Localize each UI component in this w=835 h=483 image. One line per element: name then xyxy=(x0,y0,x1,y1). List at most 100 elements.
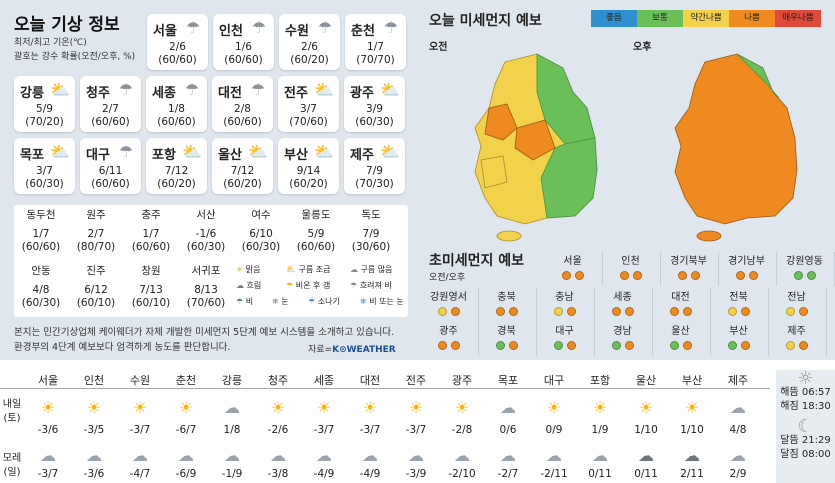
sun-icon: ☀ xyxy=(408,398,424,417)
small-city-rain: (30/60) xyxy=(351,241,391,253)
moonset-time: 달짐 08:00 xyxy=(780,449,831,460)
city-rain: (60/60) xyxy=(157,116,196,128)
am-dot xyxy=(669,341,679,350)
weekly-city-header: 춘천 xyxy=(175,374,197,387)
pm-dot xyxy=(740,307,750,316)
sun-cloud-rain-icon: ⛅ xyxy=(248,142,268,161)
weekly-temp: -6/7 xyxy=(175,424,197,436)
dust-level-swatch: 좋음 xyxy=(591,10,637,27)
weekly-temp: 2/9 xyxy=(729,468,747,480)
small-city-name: 동두천 xyxy=(26,209,56,221)
cloud-rain-icon: ☂ xyxy=(185,18,201,37)
region-name: 부산 xyxy=(729,326,748,337)
pm-dot xyxy=(798,341,808,350)
small-city: 진주 6/12 (60/10) xyxy=(69,265,123,310)
region-name: 강원영동 xyxy=(786,256,823,267)
region-name: 경기남부 xyxy=(728,256,765,267)
pm-dot xyxy=(682,341,692,350)
small-city-name: 원주 xyxy=(86,209,106,221)
dust-map-am xyxy=(474,53,598,242)
cloud-icon: ☁ xyxy=(224,446,240,465)
pm-dot xyxy=(624,307,634,316)
city-rain: (60/60) xyxy=(224,54,263,66)
cloud-icon: ☁ xyxy=(86,446,102,465)
small-city: 여수 6/10 (60/30) xyxy=(234,209,288,254)
small-city-temp: 6/10 xyxy=(249,228,273,240)
city-card: 세종 ☂ 1/8 (60/60) xyxy=(146,76,207,132)
sun-cloud-rain-icon: ⛅ xyxy=(50,142,70,161)
city-name: 목포 xyxy=(20,148,44,163)
weekly-temp: -3/7 xyxy=(37,468,59,480)
sun-icon: ☀ xyxy=(178,398,194,417)
weekly-temp: 0/9 xyxy=(545,424,563,436)
weekly-temp: -3/8 xyxy=(267,468,289,480)
cloud-icon: ☁ xyxy=(316,446,332,465)
pm-dot xyxy=(682,307,692,316)
city-temp: 1/6 xyxy=(235,41,252,53)
pm-dot xyxy=(508,307,518,316)
sun-moon-panel: ☼ 해뜸 06:57 해짐 18:30 ☾ 달뜸 21:29 달짐 08:00 xyxy=(776,370,835,483)
city-rain: (60/30) xyxy=(25,178,64,190)
small-city-rain: (60/60) xyxy=(21,241,61,253)
city-rain: (60/20) xyxy=(157,178,196,190)
weekly-temp: 1/9 xyxy=(591,424,609,436)
city-rain: (60/30) xyxy=(355,116,394,128)
dark-cloud-icon: ☁ xyxy=(684,446,700,465)
sun-icon: ☀ xyxy=(638,398,654,417)
sun-icon: ☀ xyxy=(86,398,102,417)
small-city-rain: (60/60) xyxy=(296,241,336,253)
small-city-rain: (70/60) xyxy=(186,297,226,309)
small-city-temp: 5/9 xyxy=(307,228,325,240)
small-city-rain: (60/30) xyxy=(21,297,61,309)
sun-icon: ☀ xyxy=(454,398,470,417)
weekly-temp: 2/11 xyxy=(680,468,704,480)
sun-icon: ☀ xyxy=(684,398,700,417)
city-card: 제주 ⛅ 7/9 (70/30) xyxy=(344,138,405,194)
sun-cloud-rain-icon: ⛅ xyxy=(380,142,400,161)
legend-item: ☔ 소나기 xyxy=(308,297,340,306)
city-name: 대전 xyxy=(218,86,242,101)
weekly-temp: 1/8 xyxy=(223,424,241,436)
weekly-temp: -3/7 xyxy=(313,424,335,436)
small-city-name: 서귀포 xyxy=(191,265,221,277)
am-dot xyxy=(727,341,737,350)
am-dot xyxy=(495,341,505,350)
am-dot xyxy=(619,271,629,280)
fine-dust-region: 서울 xyxy=(543,252,603,286)
sun-cloud-rain-icon: ⛅ xyxy=(50,80,70,99)
am-dot xyxy=(553,307,563,316)
fine-dust-region: 부산 xyxy=(709,322,769,356)
dust-map-pm xyxy=(674,53,798,242)
am-dot xyxy=(735,271,745,280)
legend-item: ☂ 비 xyxy=(236,297,254,306)
sun-icon: ☀ xyxy=(316,398,332,417)
city-card: 강릉 ⛅ 5/9 (70/20) xyxy=(14,76,75,132)
forecast-note-1: 최저/최고 기온(℃) xyxy=(14,38,87,48)
city-temp: 7/12 xyxy=(230,165,255,177)
weekly-temp: -4/9 xyxy=(359,468,381,480)
city-name: 부산 xyxy=(284,148,308,163)
dust-level-swatch: 약간나쁨 xyxy=(683,10,729,27)
fine-dust-region: 전북 xyxy=(709,288,769,322)
city-temp: 1/8 xyxy=(168,103,185,115)
region-name: 제주 xyxy=(787,326,806,337)
small-city-temp: -1/6 xyxy=(195,228,217,240)
weekly-temp: -3/7 xyxy=(129,424,151,436)
small-city-rain: (60/10) xyxy=(76,297,116,309)
fine-dust-subtitle: 오전/오후 xyxy=(429,273,466,283)
cloud-icon: ☁ xyxy=(500,398,516,417)
legend-item: ❄ 비 또는 눈 xyxy=(360,297,404,306)
weekly-temp: -6/9 xyxy=(175,468,197,480)
city-rain: (70/70) xyxy=(356,54,395,66)
tomorrow-label: 내일 (토) xyxy=(2,399,22,424)
city-temp: 3/9 xyxy=(366,103,383,115)
city-name: 울산 xyxy=(218,148,242,163)
weekly-city-header: 목포 xyxy=(497,374,519,387)
cloud-icon: ☁ xyxy=(546,446,562,465)
fine-dust-region: 광주 xyxy=(419,322,479,356)
small-city-temp: 6/12 xyxy=(84,284,108,296)
city-rain: (60/20) xyxy=(223,178,262,190)
fine-dust-title: 초미세먼지 예보 xyxy=(429,253,525,269)
region-name: 강원영서 xyxy=(430,292,467,303)
weekly-temp: 0/6 xyxy=(499,424,517,436)
